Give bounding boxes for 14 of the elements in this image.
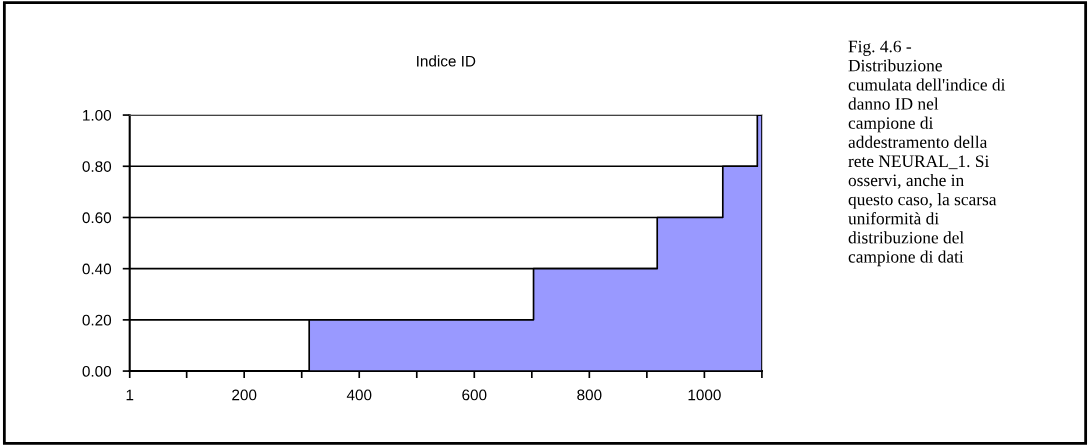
y-tick-label: 0.60 bbox=[82, 212, 112, 224]
x-tick-label: 1 bbox=[126, 389, 134, 401]
y-tick-label: 0.40 bbox=[82, 263, 112, 275]
y-tick-label: 0.20 bbox=[82, 314, 112, 326]
x-tick-label: 600 bbox=[462, 389, 487, 401]
text: Fig. 4.6 - Distribuzione cumulata dell'indice di danno ID nel campione di addestramento della rete NEURAL_1. Si osservi, anche in questo caso, la scarsa uniformità di distribuzione del campione di dati bbox=[848, 40, 1006, 267]
y-tick-label: 0.00 bbox=[82, 365, 112, 377]
x-tick-label: 800 bbox=[577, 389, 602, 401]
x-tick-label: 1000 bbox=[688, 389, 721, 401]
x-tick-label: 400 bbox=[346, 389, 372, 401]
chart-title: Indice ID bbox=[417, 55, 476, 67]
y-tick-label: 1.00 bbox=[83, 109, 112, 121]
x-tick-label: 200 bbox=[232, 389, 257, 401]
y-tick-label: 0.80 bbox=[82, 161, 112, 172]
